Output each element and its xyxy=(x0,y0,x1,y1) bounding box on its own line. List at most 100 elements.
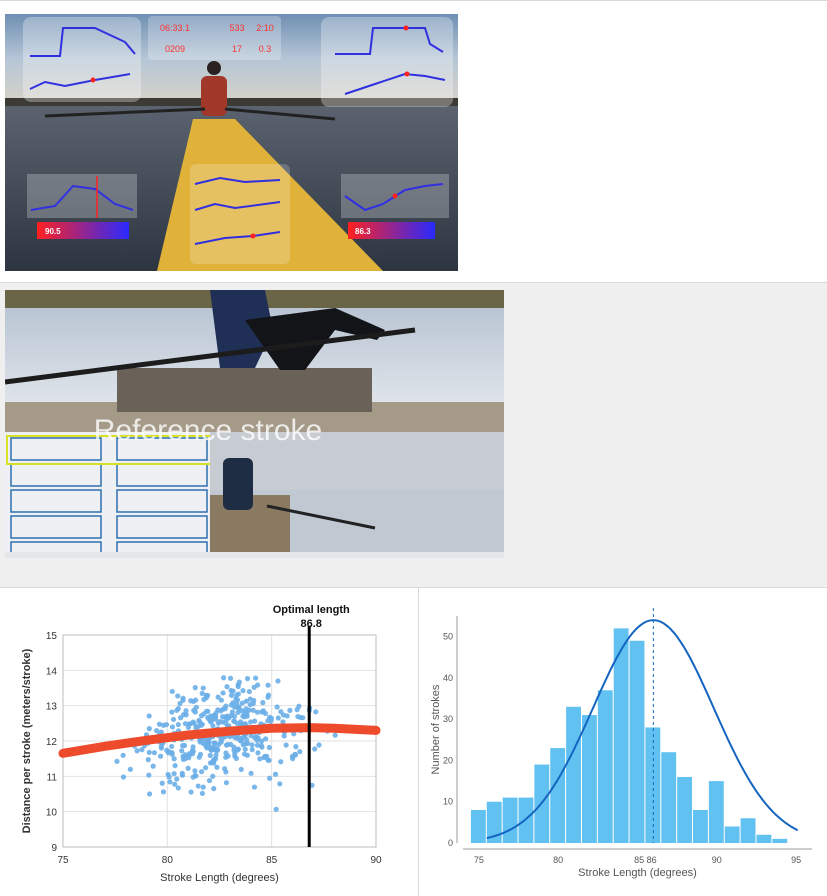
scatter-x-tick: 90 xyxy=(370,855,382,866)
boat-deck xyxy=(157,119,383,271)
hud-graph-bottom-left: 90.5 xyxy=(27,174,137,239)
scatter-point xyxy=(172,781,178,787)
scatter-point xyxy=(169,709,175,715)
scatter-y-tick: 11 xyxy=(47,772,58,783)
scatter-point xyxy=(182,721,188,727)
hud-graph-bottom-right: 86.3 xyxy=(341,174,449,239)
scatter-point xyxy=(114,758,120,764)
shoreline xyxy=(5,98,458,106)
scatter-point xyxy=(287,707,293,713)
scatter-point xyxy=(258,742,264,748)
scatter-point xyxy=(268,715,275,721)
scatter-y-tick: 10 xyxy=(46,808,58,819)
bottom-sky xyxy=(210,432,504,492)
scatter-point xyxy=(205,708,211,714)
scatter-point xyxy=(208,747,214,753)
histogram-bar xyxy=(597,690,613,843)
scatter-point xyxy=(146,749,152,756)
scatter-point xyxy=(223,780,230,786)
scatter-point xyxy=(251,697,257,704)
histogram-x-tick: 90 xyxy=(712,855,722,865)
scatter-point xyxy=(260,700,266,706)
scatter-point xyxy=(139,747,145,753)
scatter-point xyxy=(296,703,302,709)
scatter-point xyxy=(192,768,198,774)
scatter-point xyxy=(266,744,273,751)
scatter-point xyxy=(169,743,175,750)
video-controls[interactable] xyxy=(5,552,504,558)
scatter-point xyxy=(232,734,238,741)
rowing-hud-video[interactable]: 06:33.1 533 2:10 0209 17 0.3 xyxy=(5,14,458,271)
scatter-point xyxy=(273,806,279,812)
scatter-point xyxy=(185,765,191,771)
scatter-point xyxy=(255,750,261,756)
scatter-point xyxy=(174,707,180,713)
scatter-y-tick: 12 xyxy=(46,737,58,748)
scatter-point xyxy=(281,733,287,739)
scatter-point xyxy=(237,719,244,725)
scatter-point xyxy=(200,685,206,691)
scatter-point xyxy=(180,695,186,701)
histogram-bar xyxy=(613,628,629,843)
scatter-point xyxy=(174,776,180,782)
scatter-point xyxy=(243,698,249,704)
scatter-point xyxy=(206,739,212,745)
scatter-point xyxy=(156,721,163,727)
scatter-point xyxy=(171,756,177,762)
histogram-bar xyxy=(756,834,772,843)
scatter-point xyxy=(183,712,189,718)
histogram-bar xyxy=(550,748,566,843)
scatter-point xyxy=(190,719,196,725)
histogram-x-tick: 80 xyxy=(553,855,563,865)
scatter-point xyxy=(240,742,246,748)
scatter-point xyxy=(200,784,206,790)
scatter-point xyxy=(312,746,318,752)
scatter-point xyxy=(254,709,260,715)
scatter-point xyxy=(154,728,160,734)
histogram-y-tick: 10 xyxy=(443,797,453,807)
scatter-point xyxy=(215,707,221,713)
scatter-point xyxy=(292,752,299,758)
scatter-point xyxy=(146,713,152,719)
scatter-point xyxy=(275,715,281,721)
scatter-point xyxy=(249,742,255,748)
scatter-point xyxy=(191,707,197,713)
reference-stroke-video[interactable]: Reference stroke xyxy=(5,290,504,558)
scatter-point xyxy=(180,756,187,763)
scatter-point xyxy=(332,732,338,738)
video-row-2: Reference stroke xyxy=(0,283,827,588)
scatter-point xyxy=(257,756,263,762)
scatter-point xyxy=(232,753,238,759)
scatter-point xyxy=(160,789,167,795)
scatter-point xyxy=(274,704,280,710)
scatter-y-tick: 15 xyxy=(46,631,58,642)
scatter-point xyxy=(203,765,209,771)
scatter-point xyxy=(239,700,245,706)
oar-right xyxy=(224,107,336,121)
scatter-point xyxy=(169,724,176,730)
scatter-point xyxy=(291,731,297,737)
histogram-y-tick: 40 xyxy=(443,673,453,683)
optimal-length-value: 86.8 xyxy=(301,618,322,630)
scatter-point xyxy=(251,784,258,790)
scatter-point xyxy=(280,712,287,718)
scatter-point xyxy=(203,692,209,698)
scatter-point xyxy=(225,741,231,748)
histogram-bar xyxy=(645,727,661,843)
right-angle-bar xyxy=(348,222,435,239)
scatter-point xyxy=(157,753,164,759)
scatter-point xyxy=(204,745,210,751)
scatter-point xyxy=(252,675,259,681)
mini-screens-panel xyxy=(5,432,210,558)
histogram-x-label: Stroke Length (degrees) xyxy=(578,867,697,879)
hud-stats: 06:33.1 533 2:10 0209 17 0.3 xyxy=(148,16,281,60)
scatter-point xyxy=(211,756,217,763)
histogram-y-tick: 0 xyxy=(448,838,453,848)
scatter-point xyxy=(246,688,252,695)
histogram-bar xyxy=(470,809,486,843)
normal-curve xyxy=(486,619,799,840)
scatter-point xyxy=(167,779,173,785)
scatter-point xyxy=(266,757,272,763)
optimal-length-label: Optimal length xyxy=(273,604,350,616)
scatter-point xyxy=(244,676,251,682)
